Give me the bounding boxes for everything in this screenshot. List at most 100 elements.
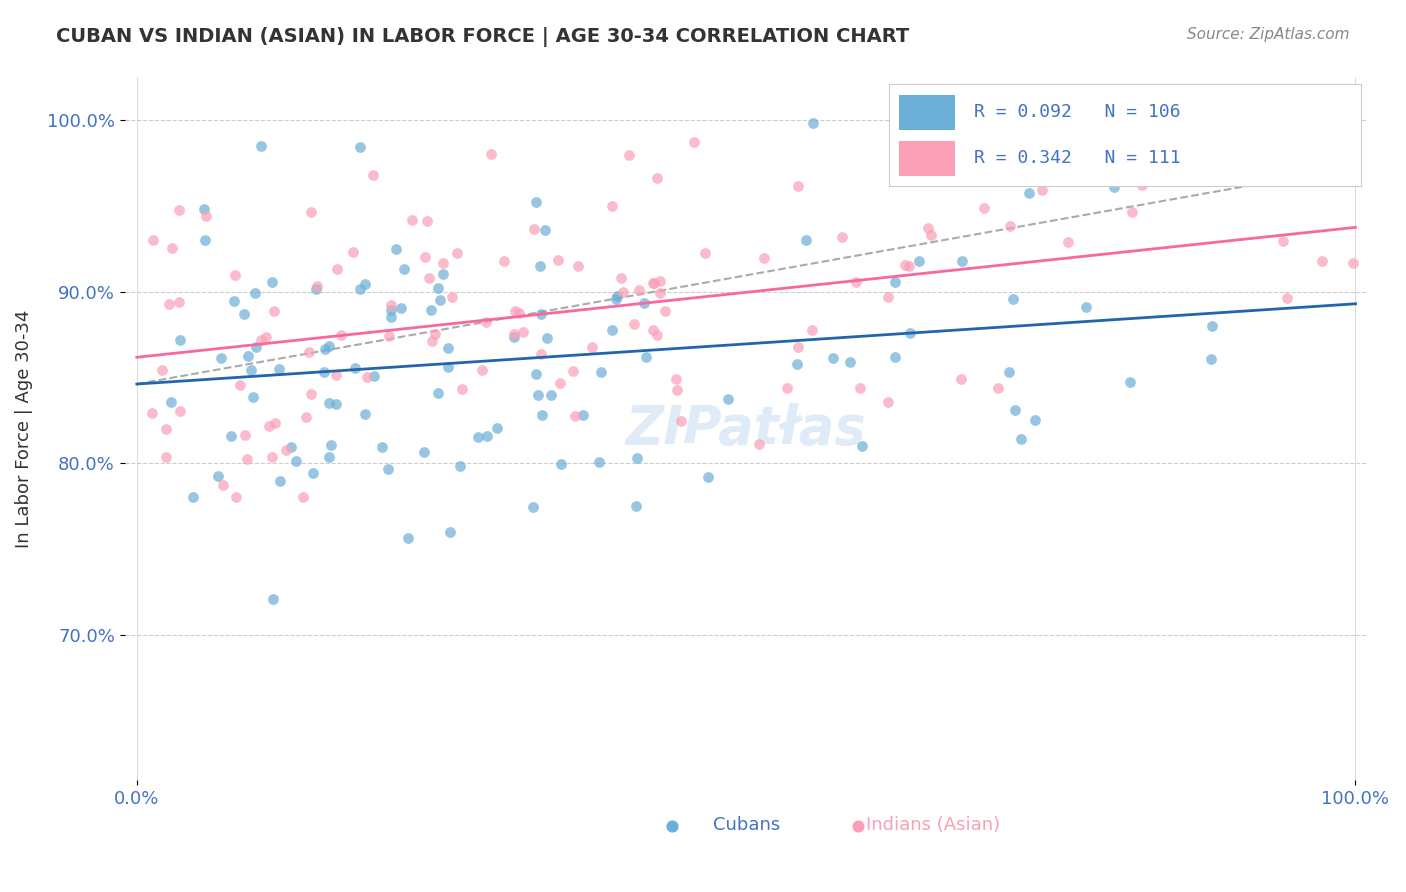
Point xyxy=(280,440,302,454)
Point xyxy=(305,278,328,293)
Point xyxy=(326,262,349,277)
Point xyxy=(884,275,907,289)
Point xyxy=(1018,186,1040,200)
Point xyxy=(479,147,502,161)
Point xyxy=(207,468,229,483)
Point xyxy=(477,429,499,443)
Point xyxy=(269,475,291,489)
Point xyxy=(378,329,401,343)
Point xyxy=(349,139,371,153)
Point xyxy=(1038,103,1060,117)
Point xyxy=(851,439,873,453)
Point xyxy=(242,390,264,404)
Point xyxy=(371,440,394,454)
Point xyxy=(801,116,824,130)
Point xyxy=(392,262,415,277)
Point xyxy=(238,349,260,363)
Point xyxy=(1102,179,1125,194)
Point xyxy=(998,365,1021,379)
Point xyxy=(547,252,569,267)
Point xyxy=(877,395,900,409)
Point xyxy=(1271,234,1294,248)
Point xyxy=(531,408,554,422)
Point xyxy=(354,408,377,422)
Point xyxy=(232,307,254,321)
Point xyxy=(831,230,853,244)
Point xyxy=(894,258,917,272)
Point xyxy=(748,437,770,451)
Point xyxy=(529,259,551,273)
Point xyxy=(169,404,191,418)
Point xyxy=(233,427,256,442)
Point xyxy=(169,333,191,347)
Point xyxy=(162,241,184,255)
Point xyxy=(845,275,868,289)
Point xyxy=(503,303,526,318)
Point xyxy=(530,346,553,360)
Point xyxy=(262,591,284,606)
Point xyxy=(1310,254,1333,268)
Point xyxy=(786,179,808,194)
Point xyxy=(474,315,496,329)
Point xyxy=(1010,432,1032,446)
Point xyxy=(401,212,423,227)
Point xyxy=(222,293,245,308)
Point xyxy=(949,372,972,386)
Point xyxy=(605,293,627,307)
Point xyxy=(524,195,547,210)
Point xyxy=(973,201,995,215)
Point xyxy=(623,317,645,331)
Point xyxy=(606,288,628,302)
Point xyxy=(363,369,385,384)
Point xyxy=(159,395,181,409)
Point xyxy=(561,364,583,378)
Point xyxy=(665,372,688,386)
Text: Cubans: Cubans xyxy=(713,815,780,833)
Point xyxy=(257,419,280,434)
Point xyxy=(641,276,664,290)
Point xyxy=(467,430,489,444)
Point xyxy=(299,205,322,219)
Point xyxy=(987,381,1010,395)
Point xyxy=(648,286,671,301)
Point xyxy=(877,290,900,304)
Point xyxy=(908,254,931,268)
Point xyxy=(572,408,595,422)
Point xyxy=(1121,205,1143,219)
Point xyxy=(249,333,271,347)
Point xyxy=(181,490,204,504)
Point xyxy=(249,139,271,153)
Point xyxy=(225,491,247,505)
Point xyxy=(626,451,648,466)
Point xyxy=(654,304,676,318)
Point xyxy=(349,282,371,296)
Point xyxy=(420,334,443,348)
Point xyxy=(318,338,340,352)
Point xyxy=(1004,403,1026,417)
Point xyxy=(821,351,844,366)
Point xyxy=(243,285,266,300)
Point xyxy=(1130,178,1153,193)
Point xyxy=(1275,291,1298,305)
Point xyxy=(787,340,810,354)
Point xyxy=(236,452,259,467)
Point xyxy=(285,454,308,468)
Point xyxy=(612,285,634,299)
Point xyxy=(754,252,776,266)
Point xyxy=(1024,413,1046,427)
Text: Source: ZipAtlas.com: Source: ZipAtlas.com xyxy=(1187,27,1350,42)
Text: CUBAN VS INDIAN (ASIAN) IN LABOR FORCE | AGE 30-34 CORRELATION CHART: CUBAN VS INDIAN (ASIAN) IN LABOR FORCE |… xyxy=(56,27,910,46)
Point xyxy=(305,282,328,296)
Point xyxy=(839,355,862,369)
Point xyxy=(786,358,808,372)
Point xyxy=(263,416,285,430)
Point xyxy=(269,362,291,376)
Point xyxy=(471,363,494,377)
Point xyxy=(329,328,352,343)
Point xyxy=(898,259,921,273)
Point xyxy=(550,458,572,472)
Point xyxy=(377,462,399,476)
Point xyxy=(648,274,671,288)
Point xyxy=(416,213,439,227)
Text: ZIPatłas: ZIPatłas xyxy=(626,403,866,455)
